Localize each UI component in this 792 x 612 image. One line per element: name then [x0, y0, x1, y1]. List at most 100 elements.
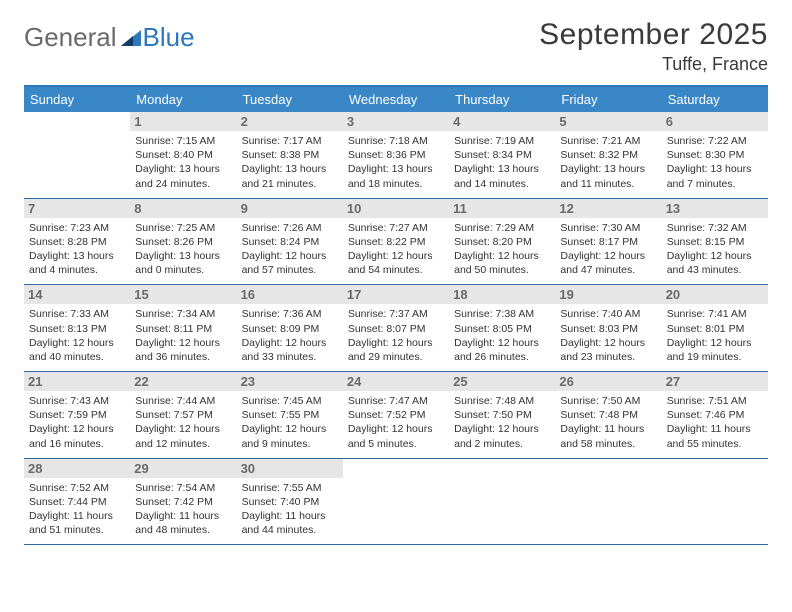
daylight-line: Daylight: 12 hours and 26 minutes.	[454, 336, 550, 364]
calendar-day: 26Sunrise: 7:50 AMSunset: 7:48 PMDayligh…	[555, 372, 661, 458]
sunrise-line: Sunrise: 7:17 AM	[242, 134, 338, 148]
day-info: Sunrise: 7:47 AMSunset: 7:52 PMDaylight:…	[348, 394, 444, 451]
calendar-day: 22Sunrise: 7:44 AMSunset: 7:57 PMDayligh…	[130, 372, 236, 458]
calendar-day-empty: .	[449, 459, 555, 545]
day-number: 3	[343, 112, 449, 131]
calendar-week-row: 7Sunrise: 7:23 AMSunset: 8:28 PMDaylight…	[24, 199, 768, 286]
calendar-week-row: 28Sunrise: 7:52 AMSunset: 7:44 PMDayligh…	[24, 459, 768, 546]
day-info: Sunrise: 7:44 AMSunset: 7:57 PMDaylight:…	[135, 394, 231, 451]
daylight-line: Daylight: 12 hours and 40 minutes.	[29, 336, 125, 364]
weekday-header: Thursday	[449, 87, 555, 112]
sunset-line: Sunset: 7:55 PM	[242, 408, 338, 422]
calendar-day: 25Sunrise: 7:48 AMSunset: 7:50 PMDayligh…	[449, 372, 555, 458]
day-number: 19	[555, 285, 661, 304]
header-bar: General Blue September 2025 Tuffe, Franc…	[24, 18, 768, 75]
sunrise-line: Sunrise: 7:45 AM	[242, 394, 338, 408]
sunrise-line: Sunrise: 7:51 AM	[667, 394, 763, 408]
sunrise-line: Sunrise: 7:47 AM	[348, 394, 444, 408]
day-number: 11	[449, 199, 555, 218]
day-number: 1	[130, 112, 236, 131]
day-info: Sunrise: 7:55 AMSunset: 7:40 PMDaylight:…	[242, 481, 338, 538]
daylight-line: Daylight: 12 hours and 54 minutes.	[348, 249, 444, 277]
day-number: 2	[237, 112, 343, 131]
sunset-line: Sunset: 8:09 PM	[242, 322, 338, 336]
day-info: Sunrise: 7:15 AMSunset: 8:40 PMDaylight:…	[135, 134, 231, 191]
day-number: 12	[555, 199, 661, 218]
sunset-line: Sunset: 7:40 PM	[242, 495, 338, 509]
calendar-week-row: .1Sunrise: 7:15 AMSunset: 8:40 PMDayligh…	[24, 112, 768, 199]
sunset-line: Sunset: 7:42 PM	[135, 495, 231, 509]
day-info: Sunrise: 7:32 AMSunset: 8:15 PMDaylight:…	[667, 221, 763, 278]
sunrise-line: Sunrise: 7:44 AM	[135, 394, 231, 408]
day-info: Sunrise: 7:34 AMSunset: 8:11 PMDaylight:…	[135, 307, 231, 364]
weekday-header: Wednesday	[343, 87, 449, 112]
daylight-line: Daylight: 12 hours and 12 minutes.	[135, 422, 231, 450]
daylight-line: Daylight: 11 hours and 48 minutes.	[135, 509, 231, 537]
sunrise-line: Sunrise: 7:38 AM	[454, 307, 550, 321]
day-info: Sunrise: 7:52 AMSunset: 7:44 PMDaylight:…	[29, 481, 125, 538]
day-number: 9	[237, 199, 343, 218]
sunrise-line: Sunrise: 7:37 AM	[348, 307, 444, 321]
sunset-line: Sunset: 8:38 PM	[242, 148, 338, 162]
daylight-line: Daylight: 12 hours and 57 minutes.	[242, 249, 338, 277]
day-info: Sunrise: 7:51 AMSunset: 7:46 PMDaylight:…	[667, 394, 763, 451]
daylight-line: Daylight: 13 hours and 21 minutes.	[242, 162, 338, 190]
day-number: 21	[24, 372, 130, 391]
sunrise-line: Sunrise: 7:25 AM	[135, 221, 231, 235]
sunset-line: Sunset: 8:11 PM	[135, 322, 231, 336]
calendar-day: 16Sunrise: 7:36 AMSunset: 8:09 PMDayligh…	[237, 285, 343, 371]
daylight-line: Daylight: 13 hours and 11 minutes.	[560, 162, 656, 190]
sunset-line: Sunset: 7:57 PM	[135, 408, 231, 422]
sunrise-line: Sunrise: 7:15 AM	[135, 134, 231, 148]
title-block: September 2025 Tuffe, France	[539, 18, 768, 75]
daylight-line: Daylight: 12 hours and 29 minutes.	[348, 336, 444, 364]
calendar-day: 10Sunrise: 7:27 AMSunset: 8:22 PMDayligh…	[343, 199, 449, 285]
weekday-header-row: SundayMondayTuesdayWednesdayThursdayFrid…	[24, 87, 768, 112]
day-number: 18	[449, 285, 555, 304]
sunset-line: Sunset: 7:48 PM	[560, 408, 656, 422]
daylight-line: Daylight: 11 hours and 55 minutes.	[667, 422, 763, 450]
daylight-line: Daylight: 12 hours and 47 minutes.	[560, 249, 656, 277]
sunrise-line: Sunrise: 7:50 AM	[560, 394, 656, 408]
sunset-line: Sunset: 8:28 PM	[29, 235, 125, 249]
day-info: Sunrise: 7:26 AMSunset: 8:24 PMDaylight:…	[242, 221, 338, 278]
calendar-week-row: 21 Sunrise: 7:43 AMSunset: 7:59 PMDayligh…	[24, 372, 768, 459]
weekday-header: Monday	[130, 87, 236, 112]
sunrise-line: Sunrise: 7:18 AM	[348, 134, 444, 148]
sunrise-line: Sunrise: 7:23 AM	[29, 221, 125, 235]
sunset-line: Sunset: 8:17 PM	[560, 235, 656, 249]
day-info: Sunrise: 7:22 AMSunset: 8:30 PMDaylight:…	[667, 134, 763, 191]
calendar-day: 1 Sunrise: 7:15 AMSunset: 8:40 PMDaylight…	[130, 112, 236, 198]
sunrise-line: Sunrise: 7:34 AM	[135, 307, 231, 321]
day-info: Sunrise: 7:29 AMSunset: 8:20 PMDaylight:…	[454, 221, 550, 278]
daylight-line: Daylight: 12 hours and 16 minutes.	[29, 422, 125, 450]
calendar-day: 13Sunrise: 7:32 AMSunset: 8:15 PMDayligh…	[662, 199, 768, 285]
calendar-day: 19Sunrise: 7:40 AMSunset: 8:03 PMDayligh…	[555, 285, 661, 371]
day-info: Sunrise: 7:36 AMSunset: 8:09 PMDaylight:…	[242, 307, 338, 364]
daylight-line: Daylight: 13 hours and 18 minutes.	[348, 162, 444, 190]
calendar-day: 4Sunrise: 7:19 AMSunset: 8:34 PMDaylight…	[449, 112, 555, 198]
day-info: Sunrise: 7:43 AMSunset: 7:59 PMDaylight:…	[29, 394, 125, 451]
daylight-line: Daylight: 13 hours and 14 minutes.	[454, 162, 550, 190]
day-info: Sunrise: 7:54 AMSunset: 7:42 PMDaylight:…	[135, 481, 231, 538]
day-number: 29	[130, 459, 236, 478]
calendar-day: 20Sunrise: 7:41 AMSunset: 8:01 PMDayligh…	[662, 285, 768, 371]
day-info: Sunrise: 7:45 AMSunset: 7:55 PMDaylight:…	[242, 394, 338, 451]
calendar-day: 14Sunrise: 7:33 AMSunset: 8:13 PMDayligh…	[24, 285, 130, 371]
weekday-header: Friday	[555, 87, 661, 112]
daylight-line: Daylight: 12 hours and 36 minutes.	[135, 336, 231, 364]
daylight-line: Daylight: 11 hours and 51 minutes.	[29, 509, 125, 537]
calendar-day: 5Sunrise: 7:21 AMSunset: 8:32 PMDaylight…	[555, 112, 661, 198]
day-number: 20	[662, 285, 768, 304]
month-title: September 2025	[539, 18, 768, 52]
calendar-day-empty: .	[662, 459, 768, 545]
day-number: 30	[237, 459, 343, 478]
sunrise-line: Sunrise: 7:26 AM	[242, 221, 338, 235]
day-number: 24	[343, 372, 449, 391]
daylight-line: Daylight: 12 hours and 43 minutes.	[667, 249, 763, 277]
calendar-day: 3Sunrise: 7:18 AMSunset: 8:36 PMDaylight…	[343, 112, 449, 198]
sunrise-line: Sunrise: 7:30 AM	[560, 221, 656, 235]
calendar-day: 2 Sunrise: 7:17 AMSunset: 8:38 PMDaylight…	[237, 112, 343, 198]
calendar-day: 18Sunrise: 7:38 AMSunset: 8:05 PMDayligh…	[449, 285, 555, 371]
sunset-line: Sunset: 8:07 PM	[348, 322, 444, 336]
